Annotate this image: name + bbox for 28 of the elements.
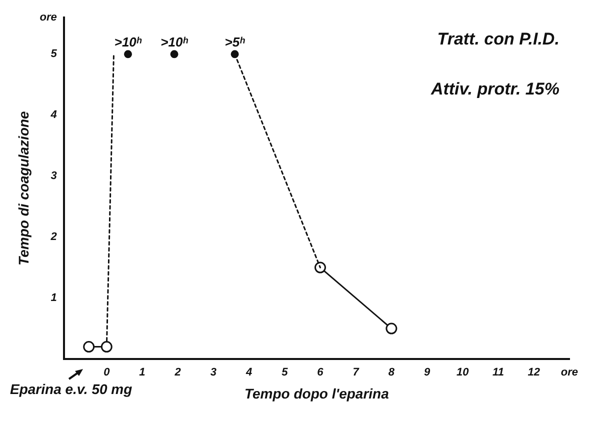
x-tick-label: 9: [424, 366, 431, 379]
x-tick-label: 8: [388, 366, 396, 379]
x-tick-label: 2: [174, 366, 181, 379]
x-tick-label: ore: [560, 366, 578, 379]
x-tick-label: 3: [210, 366, 216, 379]
y-tick-label: 3: [50, 170, 57, 182]
annotation: Tratt. con P.I.D.: [437, 29, 560, 48]
x-axis-title: Tempo dopo l'eparina: [244, 385, 390, 402]
annotation: >5ʰ: [224, 34, 246, 50]
annotation: >10ʰ: [160, 34, 189, 50]
y-tick-label: 4: [50, 109, 57, 122]
y-tick-label: 5: [50, 48, 58, 60]
x-tick-label: 12: [528, 366, 540, 379]
y-axis-title: Tempo di coagulazione: [15, 110, 32, 266]
y-tick-label: ore: [40, 12, 57, 24]
x-tick-label: 5: [282, 366, 289, 379]
x-tick-label: 4: [244, 366, 252, 379]
annotation: >10ʰ: [114, 34, 142, 50]
x-tick-label: 11: [492, 366, 504, 379]
y-tick-label: 2: [50, 231, 57, 244]
text: Eparina e.v. 50 mg: [10, 380, 133, 397]
x-tick-label: 7: [352, 366, 360, 379]
annotation: Attiv. protr. 15%: [430, 79, 560, 98]
x-tick-label: 10: [456, 366, 470, 379]
x-tick-label: 6: [317, 366, 324, 379]
y-tick-label: 1: [50, 292, 57, 304]
x-tick-label: 0: [104, 366, 111, 379]
x-tick-label: 1: [139, 366, 146, 379]
